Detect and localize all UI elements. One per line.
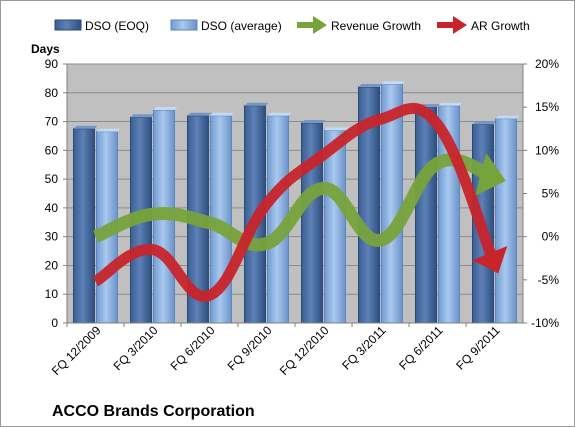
arrowhead-revenue-growth — [475, 152, 506, 196]
legend-label-ar-growth: AR Growth — [471, 19, 530, 33]
bar-top-dso-eoq — [472, 121, 497, 125]
legend-swatch-dso-average- — [170, 19, 198, 31]
x-tick-label: FQ 6/2010 — [168, 323, 218, 373]
bar-dso-average — [324, 129, 346, 324]
y2-tick-label: 20% — [535, 57, 559, 71]
y2-tick-label: -5% — [538, 273, 560, 287]
bar-top-dso-average — [324, 127, 349, 131]
y-axis-title: Days — [31, 42, 60, 56]
bar-top-dso-average — [153, 107, 178, 111]
x-tick-label: FQ 3/2010 — [111, 323, 161, 373]
bar-dso-average — [495, 118, 517, 324]
bar-top-dso-average — [495, 115, 520, 119]
y-tick-label: 0 — [51, 316, 58, 330]
y-tick-label: 20 — [45, 258, 59, 272]
growth-lines — [92, 102, 508, 302]
bar-dso-eoq — [415, 106, 437, 324]
bar-top-dso-eoq — [244, 102, 269, 106]
bar-top-dso-average — [210, 112, 235, 116]
legend-label-dso-average-: DSO (average) — [201, 19, 282, 33]
line-ar-growth — [92, 102, 500, 302]
x-tick-label: FQ 12/2010 — [277, 323, 332, 378]
y2-tick-label: 15% — [535, 100, 559, 114]
legend: DSO (EOQ) DSO (average) Revenue Growth AR G… — [54, 16, 530, 34]
bar-top-dso-average — [381, 81, 406, 85]
y2-tick-label: 10% — [535, 143, 559, 157]
legend-arrowhead-ar-growth — [453, 16, 467, 34]
legend-label-revenue-growth: Revenue Growth — [331, 19, 421, 33]
bar-top-dso-average — [438, 102, 463, 106]
bar-top-dso-eoq — [301, 119, 326, 123]
y-tick-label: 60 — [45, 143, 59, 157]
x-tick-label: FQ 12/2009 — [49, 323, 104, 378]
bar-top-dso-average — [267, 112, 292, 116]
y-tick-label: 80 — [45, 86, 59, 100]
axes — [63, 63, 527, 327]
line-revenue-growth — [92, 153, 497, 252]
bar-top-dso-average — [96, 128, 121, 132]
y2-tick-label: 5% — [542, 187, 560, 201]
legend-arrowhead-revenue-growth — [313, 16, 327, 34]
bar-dso-eoq — [73, 128, 95, 324]
company-label: ACCO Brands Corporation — [52, 403, 255, 420]
y-tick-label: 90 — [45, 57, 59, 71]
y-tick-label: 10 — [45, 287, 59, 301]
y-tick-label: 70 — [45, 115, 59, 129]
bar-top-dso-eoq — [73, 125, 98, 129]
x-tick-label: FQ 9/2011 — [453, 323, 503, 373]
y-tick-label: 40 — [45, 201, 59, 215]
x-tick-label: FQ 6/2011 — [396, 323, 446, 373]
bar-top-dso-eoq — [358, 84, 383, 88]
bar-top-dso-eoq — [130, 114, 155, 118]
y-tick-label: 30 — [45, 230, 59, 244]
bar-top-dso-eoq — [187, 112, 212, 116]
y-tick-label: 50 — [45, 172, 59, 186]
legend-label-dso-eoq-: DSO (EOQ) — [85, 19, 149, 33]
y2-tick-label: -10% — [531, 316, 559, 330]
x-tick-label: FQ 9/2010 — [225, 323, 275, 373]
x-tick-label: FQ 3/2011 — [339, 323, 389, 373]
legend-swatch-dso-eoq- — [54, 19, 82, 31]
y2-tick-label: 0% — [542, 230, 560, 244]
arrowhead-ar-growth — [472, 246, 508, 274]
